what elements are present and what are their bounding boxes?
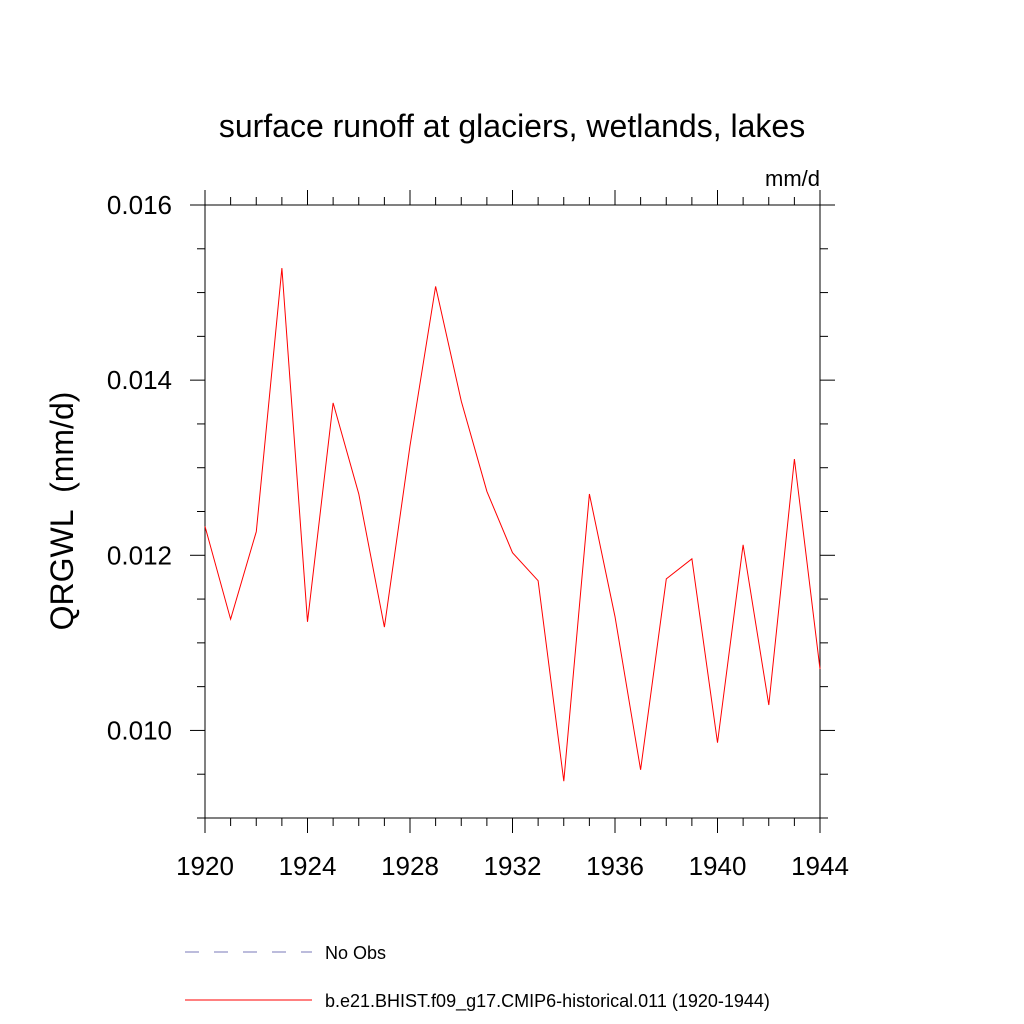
x-tick-label: 1924 [279, 851, 337, 881]
x-tick-label: 1944 [791, 851, 849, 881]
legend-label-historical: b.e21.BHIST.f09_g17.CMIP6-historical.011… [325, 991, 770, 1012]
x-tick-label: 1940 [689, 851, 747, 881]
plot-frame [204, 204, 821, 819]
units-label: mm/d [765, 166, 820, 191]
x-tick-label: 1920 [176, 851, 234, 881]
chart-title: surface runoff at glaciers, wetlands, la… [219, 108, 805, 144]
axis-ticks [190, 190, 835, 833]
y-tick-label: 0.014 [107, 365, 172, 395]
x-tick-label: 1936 [586, 851, 644, 881]
y-tick-label: 0.010 [107, 715, 172, 745]
legend: No Obs b.e21.BHIST.f09_g17.CMIP6-histori… [185, 943, 770, 1012]
legend-label-no-obs: No Obs [325, 943, 386, 963]
series-line [204, 268, 821, 782]
y-tick-label: 0.016 [107, 190, 172, 220]
axis-tick-labels: 1920 1924 1928 1932 1936 1940 1944 0.010 0.012 0.… [107, 190, 849, 881]
y-axis-label: QRGWL (mm/d) [44, 392, 80, 631]
y-tick-label: 0.012 [107, 540, 172, 570]
x-tick-label: 1928 [381, 851, 439, 881]
x-tick-label: 1932 [484, 851, 542, 881]
